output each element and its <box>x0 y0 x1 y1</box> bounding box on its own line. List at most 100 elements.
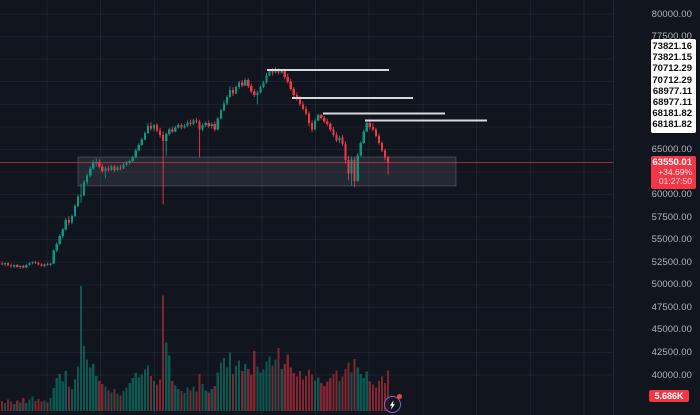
volume-bar <box>25 403 28 411</box>
volume-bar <box>225 367 229 411</box>
volume-bar <box>89 367 92 411</box>
candle-body <box>76 196 80 207</box>
volume-bar <box>323 386 326 411</box>
volume-bar <box>380 376 384 411</box>
candle-body <box>158 130 162 135</box>
candle-body <box>152 125 156 129</box>
volume-bar <box>46 402 49 411</box>
candle-body <box>119 167 122 169</box>
volume-bar <box>155 384 159 411</box>
candle-body <box>22 266 25 268</box>
candle-body <box>116 167 119 171</box>
candle-body <box>37 263 40 265</box>
volume-bar <box>383 383 387 411</box>
price-tick: 65000.00 <box>651 143 692 155</box>
volume-bar <box>122 391 125 411</box>
candle-body <box>125 162 128 165</box>
volume-bar <box>234 366 238 411</box>
volume-bar <box>219 362 222 411</box>
price-tick: 60000.00 <box>651 189 692 200</box>
volume-bar <box>116 393 119 411</box>
volume-bar <box>204 390 207 411</box>
candle-body <box>244 79 247 86</box>
candle-body <box>238 82 241 88</box>
volume-bar <box>253 351 256 411</box>
volume-bar <box>222 358 226 411</box>
candle-body <box>341 137 344 144</box>
price-tick: 52500.00 <box>651 256 692 268</box>
candle-body <box>234 87 238 94</box>
candle-body <box>134 150 137 158</box>
candle-body <box>350 159 353 174</box>
candle-body <box>143 133 146 140</box>
volume-bar <box>283 363 286 411</box>
price-tick: 47500.00 <box>651 301 692 313</box>
candle-body <box>317 115 320 121</box>
price-tick: 45000.00 <box>651 324 692 336</box>
price-axis[interactable]: 80000.0077500.0067500.0065000.0060000.00… <box>613 0 700 415</box>
volume-bar <box>177 388 180 411</box>
quick-trade-button[interactable] <box>384 394 402 413</box>
candle-body <box>250 86 253 92</box>
candle-body <box>180 125 183 128</box>
candle-body <box>323 117 326 122</box>
candle-body <box>371 126 374 130</box>
candle-body <box>353 159 356 181</box>
candle-body <box>58 236 61 245</box>
volume-bar <box>98 381 101 411</box>
price-zone-rectangle[interactable] <box>77 156 457 187</box>
candle-body <box>19 266 22 268</box>
volume-bar <box>40 401 43 411</box>
volume-bar <box>347 362 350 411</box>
volume-bar <box>386 370 390 411</box>
candle-body <box>10 265 13 267</box>
last-price-value: 63550.01 <box>652 157 692 168</box>
volume-bar <box>216 372 219 411</box>
candle-body <box>310 123 314 130</box>
candle-body <box>73 206 77 217</box>
candle-body <box>174 127 177 132</box>
candle-body <box>171 129 174 132</box>
volume-bar <box>82 346 86 411</box>
volume-bar <box>92 363 95 411</box>
candle-body <box>198 121 201 130</box>
candle-body <box>79 195 83 197</box>
volume-bar <box>320 383 323 411</box>
volume-bar <box>162 295 165 411</box>
volume-bar <box>262 369 265 411</box>
volume-bar <box>356 367 359 411</box>
volume-bar <box>16 400 19 411</box>
drawing-price-label: 73821.15 <box>652 52 692 64</box>
volume-bar <box>286 354 289 411</box>
candle-body <box>222 103 226 111</box>
volume-bar <box>371 384 374 411</box>
volume-bar <box>335 370 338 411</box>
drawing-price-labels[interactable]: 73821.16 73821.15 70712.29 70712.29 68977.11… <box>651 39 696 133</box>
volume-bar <box>58 373 61 411</box>
volume-bar <box>244 363 247 411</box>
candle-body <box>177 125 180 128</box>
volume-bar <box>295 376 298 411</box>
notification-dot <box>397 394 402 399</box>
volume-bar <box>314 380 317 411</box>
volume-bar <box>119 395 122 411</box>
chart-canvas[interactable] <box>0 0 613 415</box>
candle-body <box>146 125 150 134</box>
volume-bar <box>213 386 216 411</box>
volume-bar <box>10 401 13 411</box>
candle-body <box>61 229 64 236</box>
volume-bar <box>280 368 283 411</box>
drawing-price-label: 70712.29 <box>652 63 692 75</box>
candle-body <box>247 79 250 87</box>
drawing-price-label: 73821.16 <box>652 41 692 52</box>
candle-body <box>307 113 311 124</box>
volume-value-label: 5.686K <box>649 390 689 402</box>
volume-bar <box>250 374 253 411</box>
volume-bar <box>125 387 128 411</box>
price-tick: 57500.00 <box>651 211 692 223</box>
price-tick: 40000.00 <box>651 369 692 381</box>
candle-body <box>259 87 262 93</box>
candle-body <box>274 70 277 73</box>
candle-body <box>329 124 332 130</box>
